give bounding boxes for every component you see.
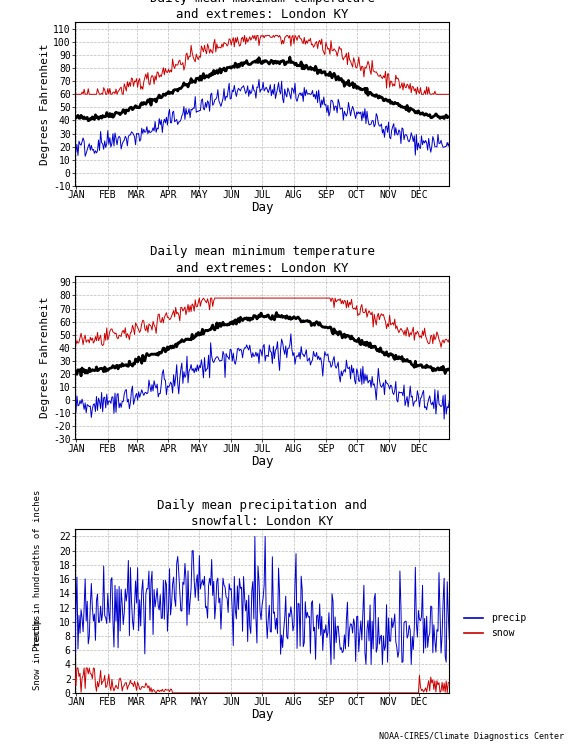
Text: Snow in tenths: Snow in tenths	[33, 615, 42, 690]
Legend: precip, snow: precip, snow	[460, 609, 530, 642]
Y-axis label: Degrees Fahrenheit: Degrees Fahrenheit	[40, 43, 50, 165]
X-axis label: Day: Day	[251, 201, 274, 215]
Title: Daily mean minimum temperature
and extremes: London KY: Daily mean minimum temperature and extre…	[150, 245, 374, 275]
Text: NOAA-CIRES/Climate Diagnostics Center: NOAA-CIRES/Climate Diagnostics Center	[380, 732, 564, 741]
Y-axis label: Degrees Fahrenheit: Degrees Fahrenheit	[40, 297, 50, 419]
Text: Precip in hundredths of inches: Precip in hundredths of inches	[33, 489, 42, 651]
X-axis label: Day: Day	[251, 455, 274, 468]
Title: Daily mean precipitation and
snowfall: London KY: Daily mean precipitation and snowfall: L…	[157, 498, 367, 528]
X-axis label: Day: Day	[251, 708, 274, 721]
Title: Daily mean maximum temperature
and extremes: London KY: Daily mean maximum temperature and extre…	[150, 0, 374, 21]
